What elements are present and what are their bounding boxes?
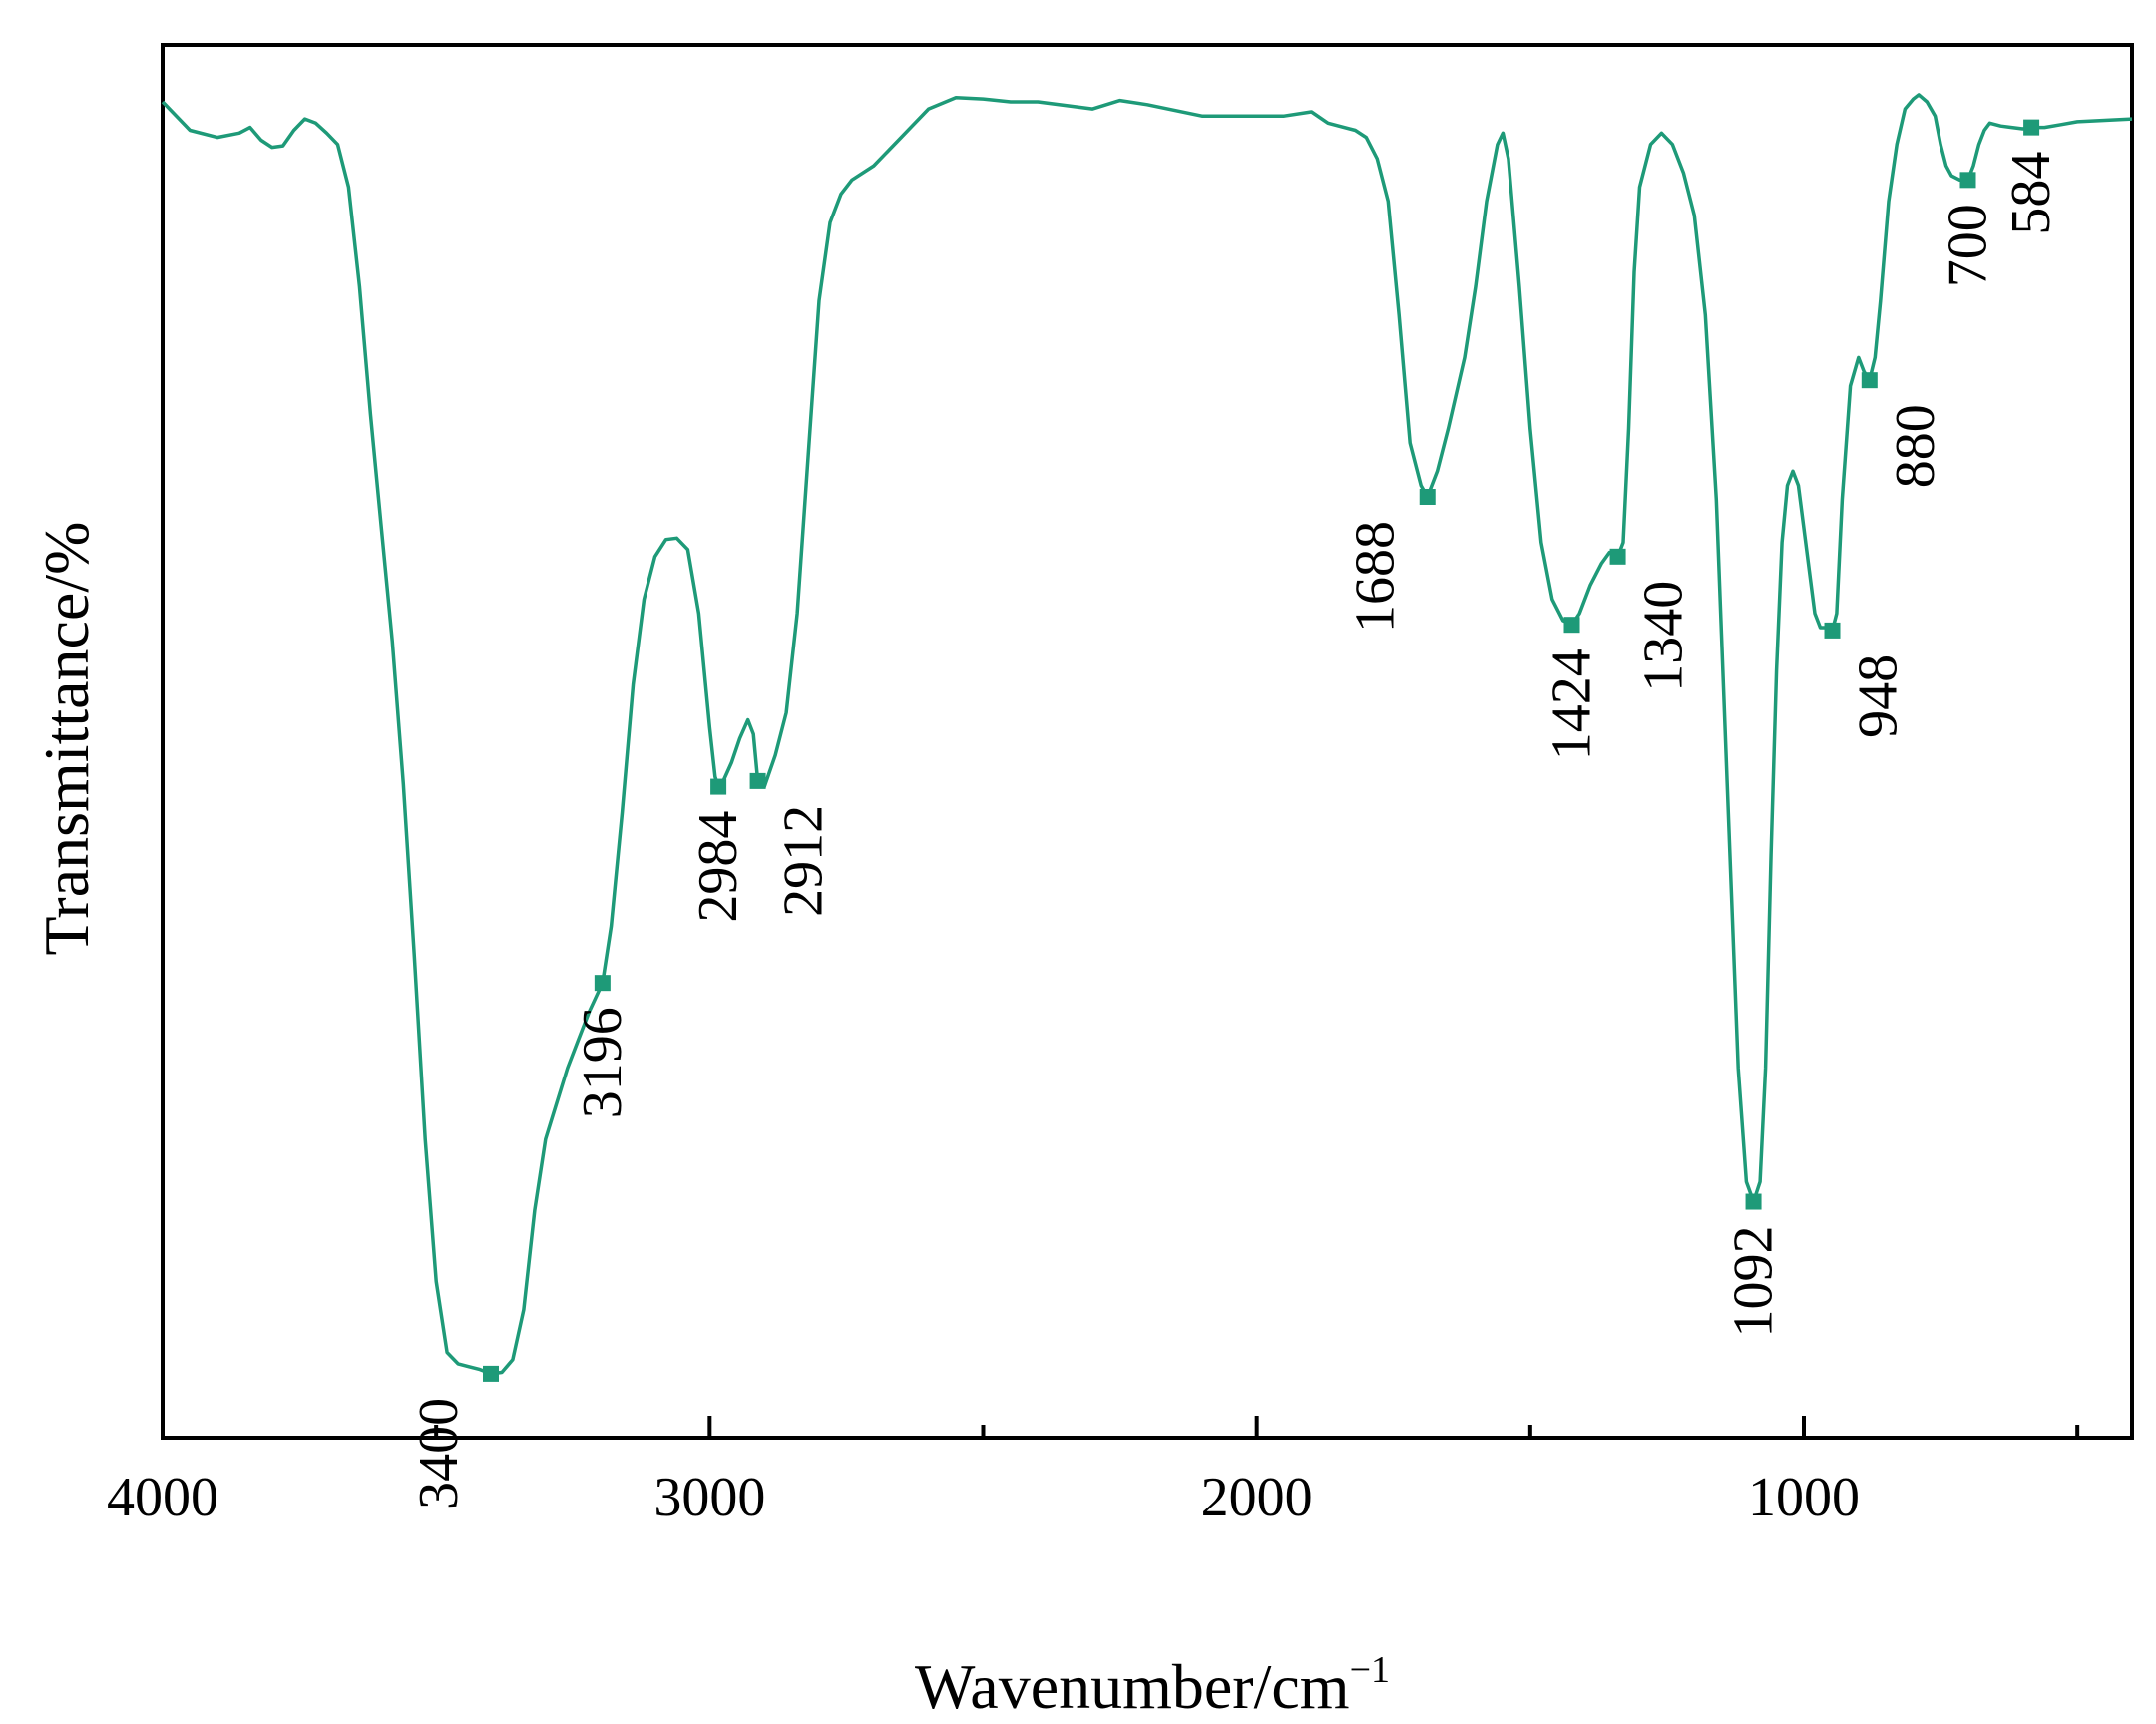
peak-label-1688: 1688 <box>1345 521 1407 633</box>
peak-label-1340: 1340 <box>1633 581 1695 692</box>
x-axis-title: Wavenumber/cm−1 <box>915 1649 1390 1722</box>
peak-label-700: 700 <box>1938 204 1999 287</box>
peak-marker <box>483 1365 499 1382</box>
peak-marker <box>1745 1193 1762 1210</box>
peak-marker <box>710 778 727 795</box>
peak-label-948: 948 <box>1848 654 1910 738</box>
x-axis-title-text: Wavenumber/cm <box>915 1651 1350 1722</box>
peak-label-1092: 1092 <box>1723 1226 1785 1338</box>
peak-label-1424: 1424 <box>1541 648 1603 760</box>
peak-label-3196: 3196 <box>572 1007 634 1118</box>
peak-marker <box>1563 617 1580 634</box>
peak-marker <box>1609 548 1626 565</box>
peak-marker <box>1959 172 1976 189</box>
x-tick-label: 1000 <box>1748 1467 1860 1528</box>
peak-marker <box>749 772 766 789</box>
peak-label-584: 584 <box>2000 152 2062 235</box>
peak-marker <box>594 975 611 992</box>
peak-label-3400: 3400 <box>408 1398 470 1509</box>
peak-marker <box>1861 372 1878 389</box>
spectrum-line <box>161 93 2133 1376</box>
peak-marker <box>1419 488 1436 505</box>
plot-frame <box>161 43 2134 1440</box>
peak-label-880: 880 <box>1885 404 1946 488</box>
x-tick-label: 2000 <box>1201 1467 1313 1528</box>
peak-label-2912: 2912 <box>773 805 835 917</box>
peak-label-2984: 2984 <box>687 811 749 923</box>
x-tick-label: 4000 <box>107 1467 218 1528</box>
plot-area: 4000 3000 2000 1000 3400 3196 2984 2912 1688 1424… <box>107 43 2134 1528</box>
x-tick-label: 3000 <box>653 1467 765 1528</box>
peak-marker <box>2023 119 2040 136</box>
y-axis-title: Transmittance/% <box>31 522 102 956</box>
peak-marker <box>1824 622 1841 639</box>
x-axis-title-superscript: −1 <box>1350 1649 1390 1691</box>
